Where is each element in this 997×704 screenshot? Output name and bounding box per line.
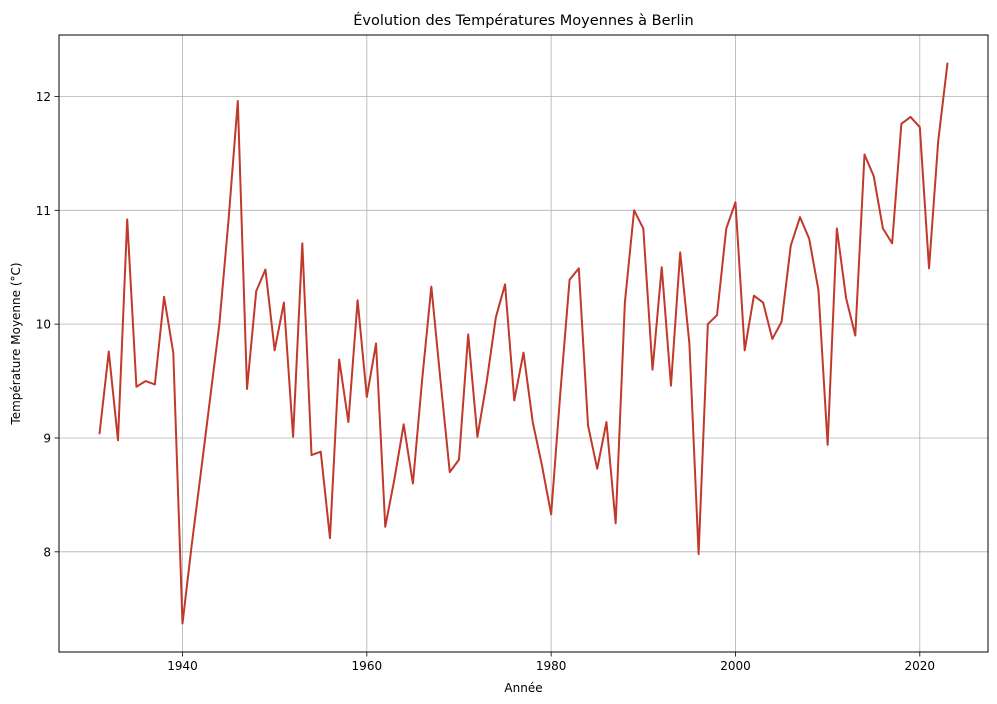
x-axis: 1940 1960 1980 2000 2020 (167, 652, 935, 673)
series-layer (98, 62, 949, 625)
x-tick-label: 1940 (167, 659, 198, 673)
chart-title: Évolution des Températures Moyennes à Be… (353, 12, 693, 29)
x-tick-label: 2020 (905, 659, 936, 673)
x-tick-label: 1960 (352, 659, 383, 673)
y-axis-title: Température Moyenne (°C) (9, 262, 23, 425)
y-tick-label: 11 (36, 204, 51, 218)
y-tick-label: 10 (36, 318, 51, 332)
series-line (98, 62, 949, 625)
y-tick-label: 12 (36, 90, 51, 104)
x-axis-title: Année (504, 681, 542, 695)
grid-lines (59, 35, 988, 652)
x-tick-label: 1980 (536, 659, 567, 673)
plot-frame (58, 34, 989, 653)
y-tick-label: 8 (43, 545, 51, 559)
y-axis: 8 9 10 11 12 (36, 90, 59, 559)
x-tick-label: 2000 (720, 659, 751, 673)
y-tick-label: 9 (43, 431, 51, 445)
